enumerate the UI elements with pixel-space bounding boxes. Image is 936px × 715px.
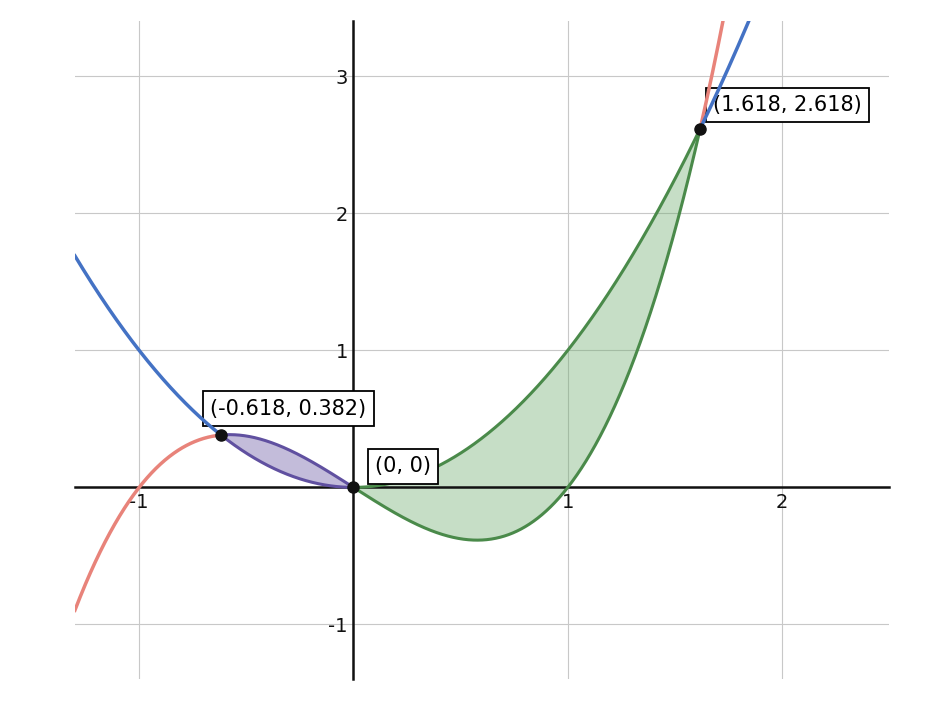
Text: (1.618, 2.618): (1.618, 2.618): [713, 95, 862, 115]
Text: (-0.618, 0.382): (-0.618, 0.382): [211, 398, 366, 418]
Text: (0, 0): (0, 0): [375, 456, 431, 476]
